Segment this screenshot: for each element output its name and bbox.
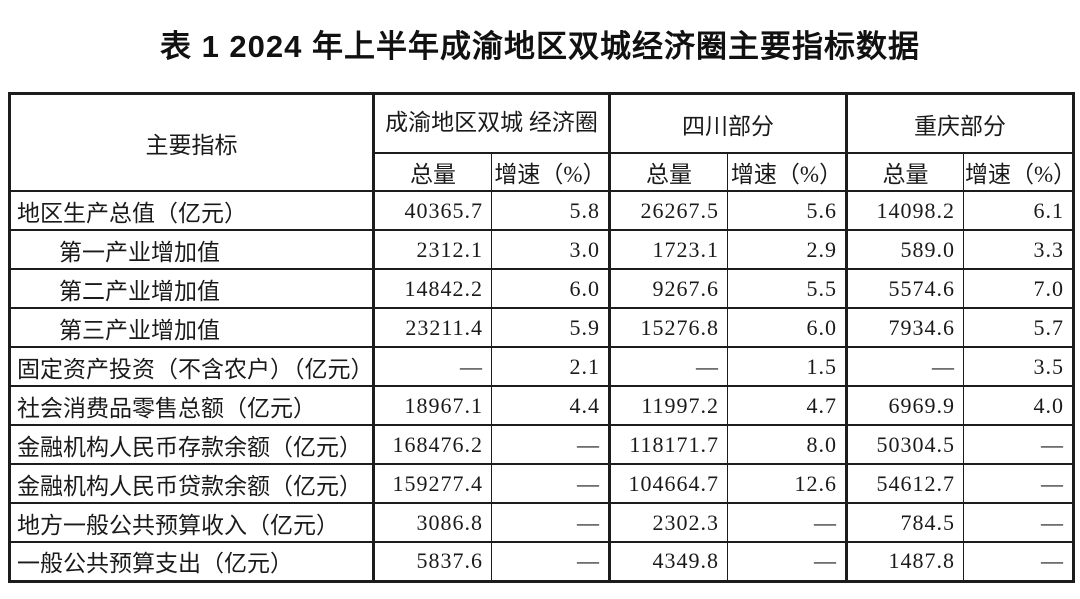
cell-value: — xyxy=(963,464,1074,504)
cell-value: 4.4 xyxy=(491,386,610,426)
cell-value: 23211.4 xyxy=(372,308,492,348)
header-growth-chengyu: 增速（%） xyxy=(491,153,610,192)
header-group-row: 主要指标 成渝地区双城 经济圈 四川部分 重庆部分 xyxy=(9,93,1074,192)
row-label: 社会消费品零售总额（亿元） xyxy=(9,386,374,426)
cell-value: — xyxy=(608,347,728,387)
cell-value: 2.9 xyxy=(727,230,847,270)
cell-value: 2312.1 xyxy=(372,230,492,270)
cell-value: 5837.6 xyxy=(372,542,492,582)
cell-value: 50304.5 xyxy=(845,425,964,465)
cell-value: 159277.4 xyxy=(372,464,492,504)
cell-value: — xyxy=(727,503,847,543)
cell-value: 54612.7 xyxy=(845,464,964,504)
cell-value: 6969.9 xyxy=(845,386,964,426)
cell-value: 5.6 xyxy=(727,191,847,231)
cell-value: 784.5 xyxy=(845,503,964,543)
cell-value: 1487.8 xyxy=(845,542,964,582)
header-growth-chongqing: 增速（%） xyxy=(963,153,1074,192)
indicators-table: 主要指标 成渝地区双城 经济圈 四川部分 重庆部分 总量 增速（%） 总量 增速… xyxy=(8,92,1075,583)
row-label: 一般公共预算支出（亿元） xyxy=(9,542,374,582)
cell-value: 18967.1 xyxy=(372,386,492,426)
cell-value: — xyxy=(491,542,610,582)
cell-value: 7.0 xyxy=(963,269,1074,309)
row-label: 地方一般公共预算收入（亿元） xyxy=(9,503,374,543)
cell-value: 14842.2 xyxy=(372,269,492,309)
cell-value: — xyxy=(845,347,964,387)
table-row: 地区生产总值（亿元） 40365.7 5.8 26267.5 5.6 14098… xyxy=(9,191,1074,231)
cell-value: 118171.7 xyxy=(608,425,728,465)
header-sub-row: 总量 增速（%） 总量 增速（%） 总量 增速（%） xyxy=(10,153,1074,192)
table-row: 一般公共预算支出（亿元） 5837.6 — 4349.8 — 1487.8 — xyxy=(9,542,1074,582)
cell-value: 12.6 xyxy=(727,464,847,504)
cell-value: 3086.8 xyxy=(372,503,492,543)
header-group-chongqing: 重庆部分 xyxy=(845,93,1074,154)
cell-value: 26267.5 xyxy=(608,191,728,231)
cell-value: 11997.2 xyxy=(608,386,728,426)
row-label: 第三产业增加值 xyxy=(9,308,374,348)
cell-value: 168476.2 xyxy=(372,425,492,465)
header-total-chengyu: 总量 xyxy=(372,153,492,192)
header-group-sichuan: 四川部分 xyxy=(608,93,847,154)
table-row: 固定资产投资（不含农户）（亿元） — 2.1 — 1.5 — 3.5 xyxy=(9,347,1074,387)
cell-value: 2.1 xyxy=(491,347,610,387)
cell-value: 4.7 xyxy=(727,386,847,426)
row-label: 第一产业增加值 xyxy=(9,230,374,270)
table-row: 金融机构人民币贷款余额（亿元） 159277.4 — 104664.7 12.6… xyxy=(9,464,1074,504)
cell-value: — xyxy=(727,542,847,582)
cell-value: 6.0 xyxy=(727,308,847,348)
table-row: 金融机构人民币存款余额（亿元） 168476.2 — 118171.7 8.0 … xyxy=(9,425,1074,465)
cell-value: 7934.6 xyxy=(845,308,964,348)
header-total-sichuan: 总量 xyxy=(608,153,728,192)
table-row: 第二产业增加值 14842.2 6.0 9267.6 5.5 5574.6 7.… xyxy=(9,269,1074,309)
row-label: 地区生产总值（亿元） xyxy=(9,191,374,231)
cell-value: 5.9 xyxy=(491,308,610,348)
cell-value: 5.8 xyxy=(491,191,610,231)
cell-value: — xyxy=(963,542,1074,582)
header-growth-sichuan: 增速（%） xyxy=(727,153,847,192)
table-row: 地方一般公共预算收入（亿元） 3086.8 — 2302.3 — 784.5 — xyxy=(9,503,1074,543)
header-total-chongqing: 总量 xyxy=(845,153,964,192)
cell-value: 2302.3 xyxy=(608,503,728,543)
table-row: 第三产业增加值 23211.4 5.9 15276.8 6.0 7934.6 5… xyxy=(9,308,1074,348)
cell-value: 3.5 xyxy=(963,347,1074,387)
header-group-chengyu: 成渝地区双城 经济圈 xyxy=(372,93,610,154)
cell-value: 40365.7 xyxy=(372,191,492,231)
row-label: 固定资产投资（不含农户）（亿元） xyxy=(9,347,374,387)
cell-value: 5.5 xyxy=(727,269,847,309)
cell-value: 5574.6 xyxy=(845,269,964,309)
cell-value: — xyxy=(491,425,610,465)
cell-value: 3.0 xyxy=(491,230,610,270)
table-title: 表 1 2024 年上半年成渝地区双城经济圈主要指标数据 xyxy=(159,29,921,64)
cell-value: 4.0 xyxy=(963,386,1074,426)
cell-value: 8.0 xyxy=(727,425,847,465)
cell-value: 1723.1 xyxy=(608,230,728,270)
cell-value: 3.3 xyxy=(963,230,1074,270)
cell-value: 9267.6 xyxy=(608,269,728,309)
table-row: 第一产业增加值 2312.1 3.0 1723.1 2.9 589.0 3.3 xyxy=(9,230,1074,270)
cell-value: — xyxy=(963,503,1074,543)
cell-value: 4349.8 xyxy=(608,542,728,582)
row-label: 金融机构人民币贷款余额（亿元） xyxy=(9,464,374,504)
row-label: 第二产业增加值 xyxy=(9,269,374,309)
header-indicator: 主要指标 xyxy=(9,93,374,192)
cell-value: 14098.2 xyxy=(845,191,964,231)
cell-value: 6.0 xyxy=(491,269,610,309)
cell-value: — xyxy=(491,464,610,504)
cell-value: 15276.8 xyxy=(608,308,728,348)
cell-value: 6.1 xyxy=(963,191,1074,231)
cell-value: — xyxy=(372,347,492,387)
cell-value: 5.7 xyxy=(963,308,1074,348)
cell-value: — xyxy=(491,503,610,543)
table-row: 社会消费品零售总额（亿元） 18967.1 4.4 11997.2 4.7 69… xyxy=(9,386,1074,426)
cell-value: — xyxy=(963,425,1074,465)
cell-value: 104664.7 xyxy=(608,464,728,504)
cell-value: 589.0 xyxy=(845,230,964,270)
cell-value: 1.5 xyxy=(727,347,847,387)
row-label: 金融机构人民币存款余额（亿元） xyxy=(9,425,374,465)
